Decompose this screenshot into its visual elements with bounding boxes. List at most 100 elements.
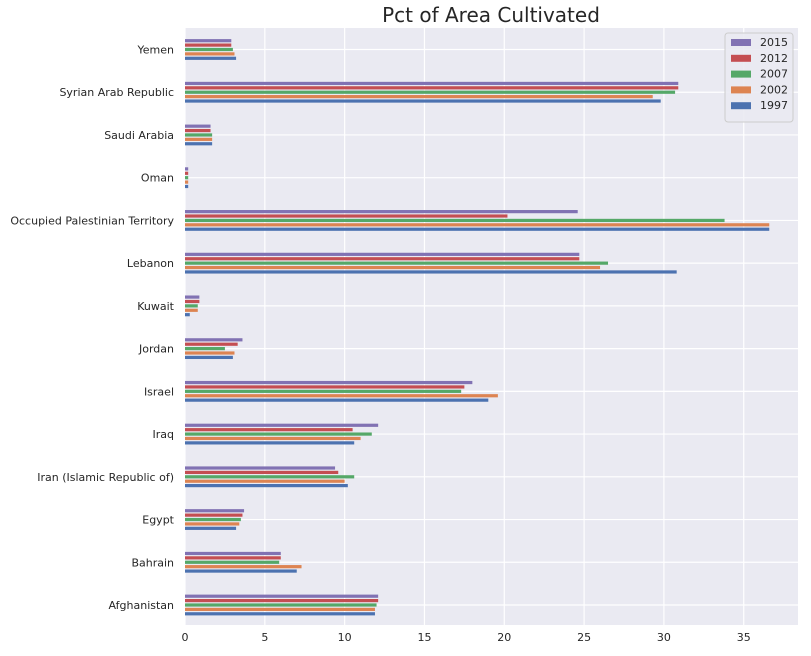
legend-label: 2012 [760,52,788,65]
bar [185,180,189,184]
bar [185,599,379,603]
chart-title: Pct of Area Cultivated [382,3,600,27]
bar [185,351,235,355]
legend-swatch [731,54,751,62]
bar [185,223,770,227]
bar [185,265,601,270]
bar [185,428,353,432]
bar [185,565,302,569]
bar [185,47,233,52]
bar [185,607,375,611]
bar [185,526,237,530]
legend-swatch [731,70,751,78]
bar [185,398,489,402]
legend-swatch [731,86,751,94]
bar [185,423,379,427]
bar [185,124,211,128]
y-tick-label: Yemen [137,44,175,57]
bar [185,52,235,56]
bar [185,214,508,218]
bar [185,184,189,189]
y-tick-label: Afghanistan [109,599,175,612]
bar [185,380,473,385]
bar [185,470,339,475]
bar [185,257,580,261]
bar [185,556,281,560]
legend-label: 2002 [760,83,788,96]
bar [185,394,498,398]
bar [185,167,189,171]
bar [185,128,211,133]
bar [185,252,580,256]
bar [185,210,578,214]
bar [185,304,198,308]
bar [185,299,200,304]
bar [185,99,661,103]
bar [185,484,348,488]
x-tick-label: 10 [338,631,352,644]
y-tick-label: Syrian Arab Republic [59,86,174,99]
bar [185,479,345,483]
bar [185,171,189,175]
bar [185,142,213,146]
bar [185,436,361,441]
y-tick-label: Oman [141,172,174,185]
bar [185,261,609,265]
x-tick-label: 20 [497,631,511,644]
bar [185,338,243,342]
bars [185,39,770,616]
x-tick-label: 15 [417,631,431,644]
legend-swatch [731,39,751,46]
bar [185,432,372,436]
bar [185,81,679,86]
bar [185,95,653,99]
bar [185,441,355,445]
bar [185,385,465,389]
bar [185,466,336,470]
x-tick-labels: 0 5 10 15 20 25 30 35 [182,631,751,644]
bar [185,522,240,526]
bar [185,475,355,479]
bar [185,133,213,137]
bar [185,603,377,607]
bar [185,90,676,94]
y-tick-label: Lebanon [127,257,174,270]
y-tick-label: Saudi Arabia [104,129,174,142]
bar [185,594,379,598]
plot-background [185,28,798,625]
bar [185,295,200,299]
legend: 2015 2012 2007 2002 1997 [724,32,794,123]
bar [185,86,679,90]
bar [185,342,238,346]
bar [185,308,198,312]
bar [185,389,462,393]
y-tick-label: Kuwait [137,300,174,313]
y-tick-label: Bahrain [131,556,174,569]
bar [185,517,241,522]
bar [185,509,245,513]
bar [185,347,225,351]
bar [185,218,725,223]
bar [185,39,232,43]
y-tick-label: Occupied Palestinian Territory [10,214,174,227]
bar [185,227,770,231]
bar [185,560,280,564]
bar [185,176,189,180]
y-tick-label: Iran (Islamic Republic of) [37,471,174,484]
x-tick-label: 30 [657,631,671,644]
legend-label: 2007 [760,68,788,81]
y-tick-label: Egypt [142,514,174,527]
bar [185,313,190,317]
y-tick-labels: Afghanistan Bahrain Egypt Iran (Islamic Rep… [10,44,174,613]
bar [185,43,232,47]
bar [185,612,375,616]
legend-swatch [731,102,751,110]
legend-label: 1997 [760,99,788,112]
y-tick-label: Jordan [138,343,174,356]
legend-label: 2015 [760,36,788,49]
bar [185,56,237,60]
bar [185,551,281,556]
x-tick-label: 0 [182,631,189,644]
